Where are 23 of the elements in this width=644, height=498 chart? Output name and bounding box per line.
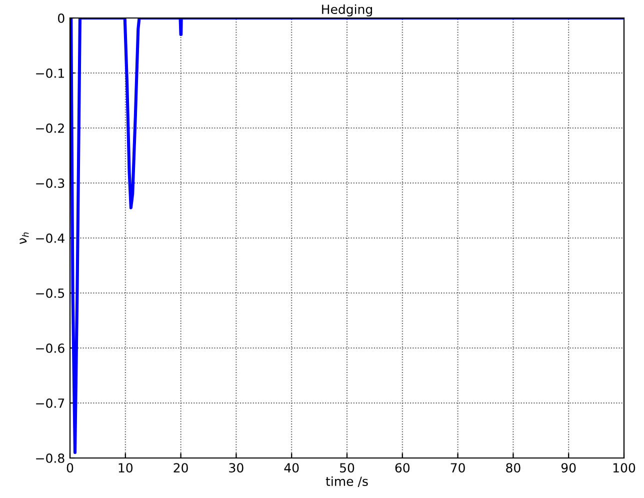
x-tick-label: 60: [395, 463, 410, 473]
x-tick-label: 10: [118, 463, 133, 473]
x-axis-title: time /s: [326, 476, 368, 488]
x-tick-label: 0: [66, 463, 74, 473]
y-tick-label: −0.3: [36, 178, 64, 188]
x-tick-label: 100: [613, 463, 636, 473]
x-tick-label: 90: [561, 463, 576, 473]
y-tick-label: −0.2: [36, 123, 64, 133]
y-axis-title: ν$_{h}$: [20, 232, 29, 244]
x-tick-label: 40: [284, 463, 299, 473]
x-tick-label: 30: [229, 463, 244, 473]
y-tick-label: 0: [58, 13, 64, 23]
y-tick-label: −0.8: [36, 453, 64, 463]
x-tick-label: 70: [450, 463, 465, 473]
chart-title: Hedging: [322, 4, 372, 16]
x-tick-label: 50: [340, 463, 354, 473]
y-tick-label: −0.6: [36, 343, 64, 353]
y-tick-label: −0.7: [36, 398, 64, 408]
x-tick-label: 80: [506, 463, 520, 473]
y-tick-label: −0.4: [36, 233, 64, 243]
y-tick-label: −0.1: [36, 68, 64, 78]
x-tick-label: 20: [174, 463, 188, 473]
y-tick-label: −0.5: [36, 288, 64, 298]
